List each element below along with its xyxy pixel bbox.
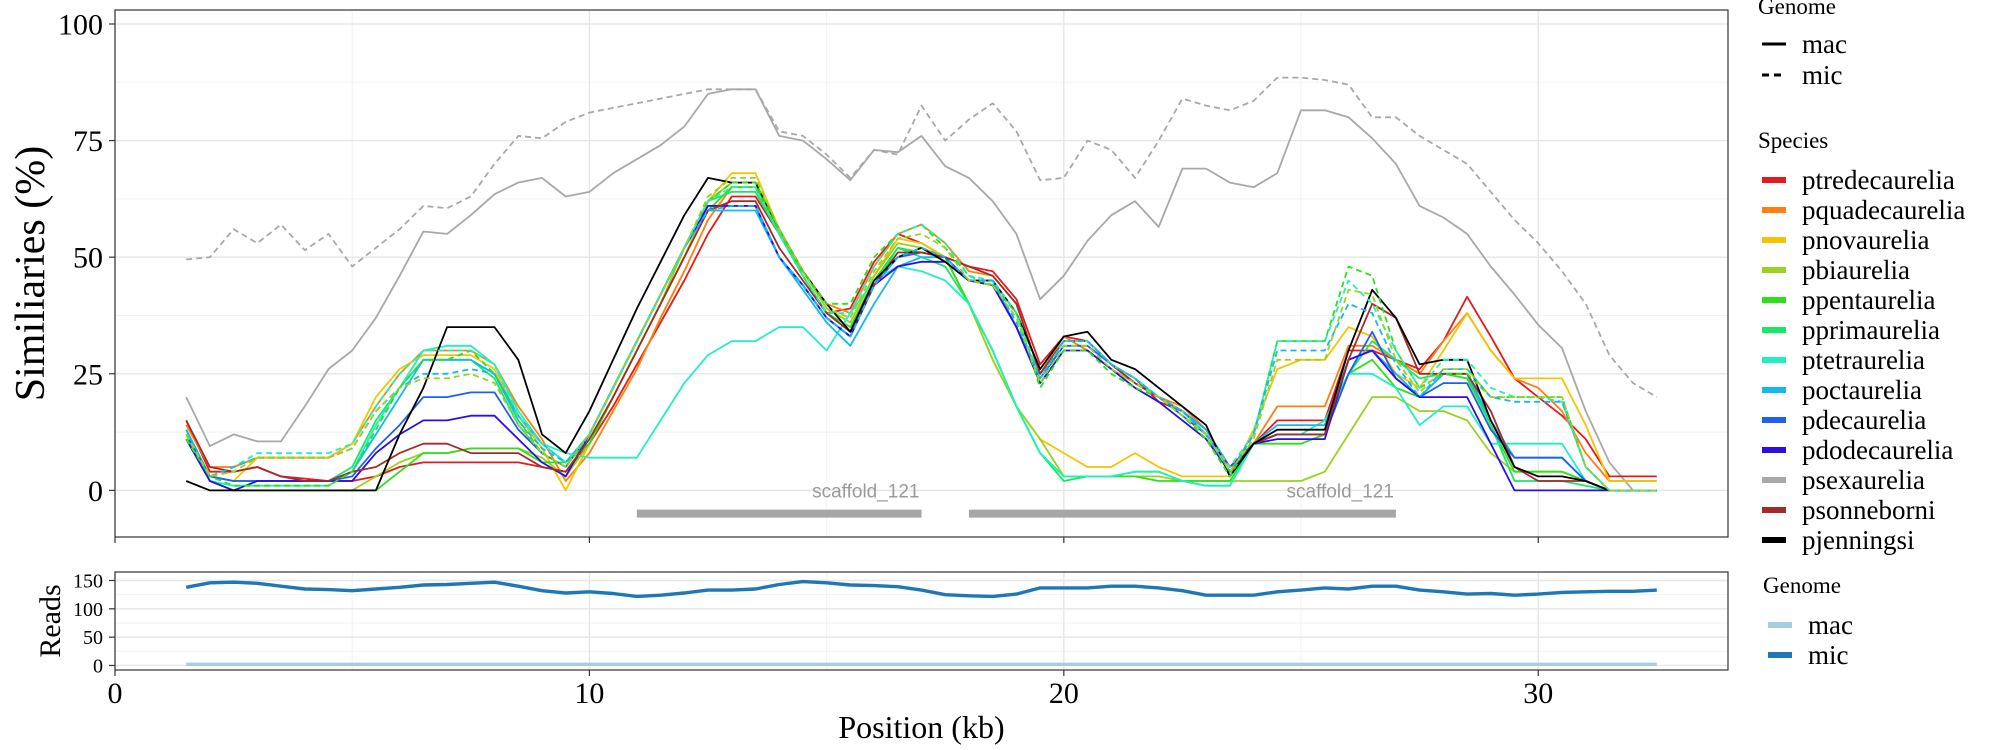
similarity-y-axis-title: Similiaries (%) xyxy=(8,146,54,401)
similarity-y-tick-label: 75 xyxy=(73,125,103,158)
species-legend-label-pbiaurelia: pbiaurelia xyxy=(1802,255,1910,285)
series-psexaurelia-mic xyxy=(186,76,1658,398)
genome-legend-label-mic: mic xyxy=(1802,60,1843,90)
reads-y-tick-label: 100 xyxy=(73,599,103,621)
reads-series-mic xyxy=(185,579,1657,599)
similarity-y-tick-label: 100 xyxy=(58,8,103,41)
similarity-panel-border xyxy=(114,9,1729,538)
reads-y-tick-label: 0 xyxy=(93,655,103,677)
species-legend-title: Species xyxy=(1758,128,1828,153)
species-legend-label-pquadecaurelia: pquadecaurelia xyxy=(1802,195,1965,225)
species-legend-label-psonneborni: psonneborni xyxy=(1802,495,1935,525)
species-legend-label-pnovaurelia: pnovaurelia xyxy=(1802,225,1929,255)
reads-x-tick-label: 30 xyxy=(1523,677,1553,710)
species-legend-label-psexaurelia: psexaurelia xyxy=(1802,465,1925,495)
similarity-y-tick-label: 0 xyxy=(88,475,103,508)
species-legend-label-pjenningsi: pjenningsi xyxy=(1802,525,1915,555)
similarity-y-tick-label: 25 xyxy=(73,358,103,391)
scaffold-annotations: scaffold_121 scaffold_121 xyxy=(636,482,1396,518)
similarity-y-tick-label: 50 xyxy=(73,242,103,275)
similarity-lines xyxy=(185,76,1658,492)
bottom-panel-grid xyxy=(114,572,1728,670)
species-legend-label-ptredecaurelia: ptredecaurelia xyxy=(1802,165,1955,195)
series-poctaurelia-mic xyxy=(185,204,1657,492)
reads-x-tick-label: 0 xyxy=(108,677,123,710)
scaffold-label-2: scaffold_121 xyxy=(1287,482,1394,503)
reads-y-tick-label: 150 xyxy=(73,570,103,592)
legends: GenomemacmicSpeciesptredecaureliapquadec… xyxy=(1758,0,1965,670)
reads-x-tick-label: 20 xyxy=(1049,677,1079,710)
series-ppentaurelia-mic xyxy=(185,181,1657,492)
species-legend-label-pdecaurelia: pdecaurelia xyxy=(1802,405,1926,435)
reads-background xyxy=(115,572,1728,670)
series-pnovaurelia-mac xyxy=(185,172,1657,492)
species-legend-label-poctaurelia: poctaurelia xyxy=(1802,375,1922,405)
reads-legend-label-mac: mac xyxy=(1808,610,1853,640)
series-ptetraurelia-mic xyxy=(185,186,1657,492)
reads-legend-label-mic: mic xyxy=(1808,640,1849,670)
species-legend-label-ppentaurelia: ppentaurelia xyxy=(1802,285,1935,315)
series-pdodecaurelia-mac xyxy=(185,204,1657,492)
reads-lines xyxy=(185,579,1657,666)
reads-panel-border xyxy=(114,571,1729,671)
reads-x-tick-label: 10 xyxy=(574,677,604,710)
species-legend-label-pdodecaurelia: pdodecaurelia xyxy=(1802,435,1953,465)
scaffold-label-1: scaffold_121 xyxy=(812,482,919,503)
species-legend-label-ptetraurelia: ptetraurelia xyxy=(1802,345,1925,375)
axes: 0 25 50 75 100 0 50 100 150 0 10 20 30 Similiaries (%… xyxy=(8,8,1729,745)
genome-legend-title: Genome xyxy=(1758,0,1836,19)
series-ptetraurelia-mac xyxy=(185,265,1657,492)
series-psonneborni-mac xyxy=(185,200,1657,492)
species-legend-label-pprimaurelia: pprimaurelia xyxy=(1802,315,1940,345)
series-pbiaurelia-mic xyxy=(185,176,1657,492)
series-psexaurelia-mac xyxy=(185,88,1657,492)
similarity-background xyxy=(115,10,1728,537)
genome-legend-label-mac: mac xyxy=(1802,29,1847,59)
reads-y-axis-title: Reads xyxy=(34,584,67,657)
reads-y-tick-label: 50 xyxy=(83,627,103,649)
x-axis-title: Position (kb) xyxy=(838,709,1004,745)
reads-genome-legend-title: Genome xyxy=(1763,573,1841,598)
